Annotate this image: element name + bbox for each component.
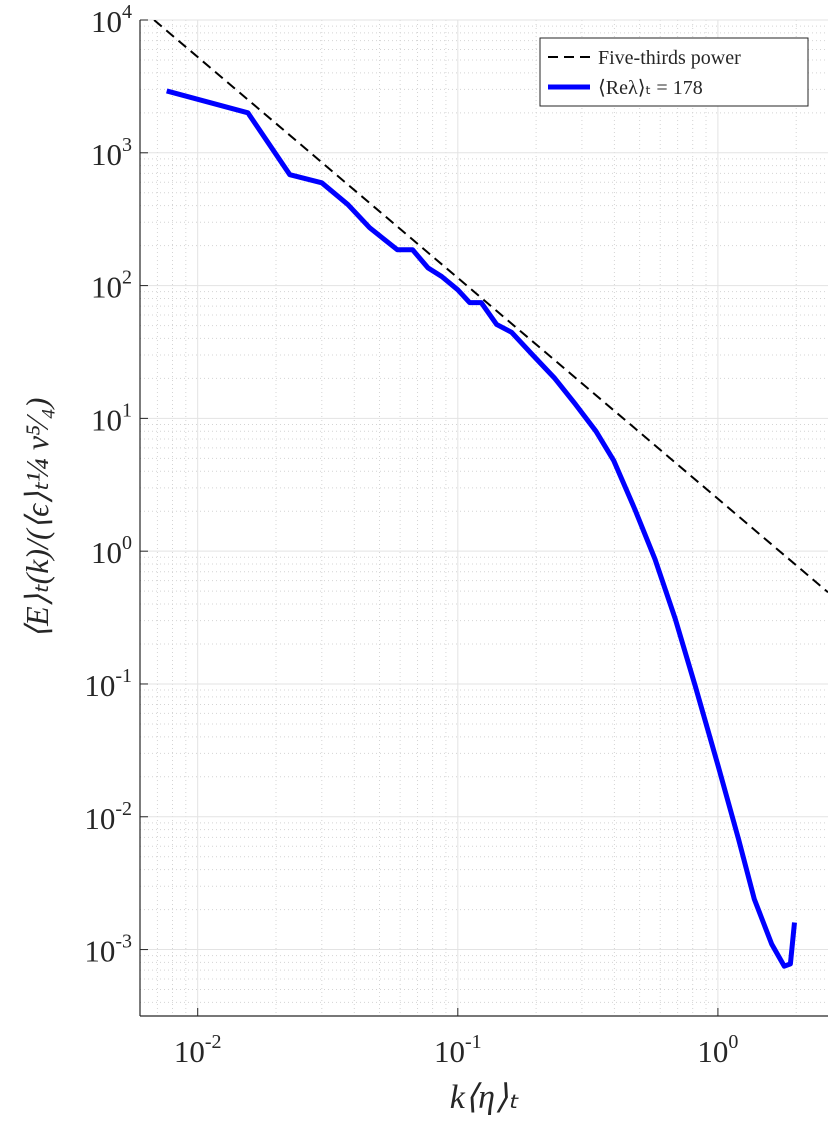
- y-tick-label-base: 10: [91, 4, 122, 39]
- y-tick-label-exponent: 3: [122, 134, 132, 156]
- y-tick-label: 10-3: [84, 931, 132, 969]
- x-tick-label-base: 10: [697, 1034, 728, 1069]
- x-tick-label: 10-1: [434, 1031, 482, 1069]
- y-tick-label-exponent: 2: [122, 267, 132, 289]
- y-tick-label: 101: [91, 399, 132, 437]
- y-tick-label-base: 10: [91, 402, 122, 437]
- x-tick-label-exponent: 0: [728, 1031, 738, 1053]
- y-tick-label: 103: [91, 134, 132, 172]
- y-tick-label-base: 10: [91, 137, 122, 172]
- y-tick-label-base: 10: [91, 270, 122, 305]
- y-tick-label-exponent: -3: [115, 931, 132, 953]
- plot-area: [153, 20, 828, 969]
- y-tick-label-base: 10: [84, 801, 115, 836]
- y-tick-label-exponent: 1: [122, 399, 132, 421]
- y-tick-label: 100: [91, 532, 132, 570]
- y-tick-label-base: 10: [91, 535, 122, 570]
- y-tick-label-base: 10: [84, 934, 115, 969]
- y-tick-label-exponent: 0: [122, 532, 132, 554]
- x-tick-label-exponent: -2: [205, 1031, 222, 1053]
- x-tick-label-base: 10: [434, 1034, 465, 1069]
- y-tick-label: 10-2: [84, 798, 132, 836]
- x-tick-label-exponent: -1: [465, 1031, 482, 1053]
- y-axis-label: ⟨E⟩ₜ(k)/(⟨ϵ⟩ₜ¼ ν⁵⁄₄): [19, 398, 55, 639]
- x-tick-label: 100: [697, 1031, 738, 1069]
- series-line: [166, 88, 797, 969]
- y-tick-label: 104: [91, 1, 132, 39]
- x-tick-label-base: 10: [174, 1034, 205, 1069]
- x-tick-label: 10-2: [174, 1031, 222, 1069]
- x-axis-label: k⟨η⟩ₜ: [450, 1079, 519, 1116]
- y-tick-label-base: 10: [84, 668, 115, 703]
- y-tick-label: 102: [91, 267, 132, 305]
- y-tick-label-exponent: -1: [115, 665, 132, 687]
- legend-box: [539, 37, 809, 107]
- y-tick-label-exponent: -2: [115, 798, 132, 820]
- series-line: [153, 20, 828, 594]
- legend-label: Five-thirds power: [598, 47, 741, 69]
- y-tick-label-exponent: 4: [122, 1, 132, 23]
- legend-label: ⟨Reλ⟩ₜ = 178: [598, 77, 703, 99]
- y-tick-label: 10-1: [84, 665, 132, 703]
